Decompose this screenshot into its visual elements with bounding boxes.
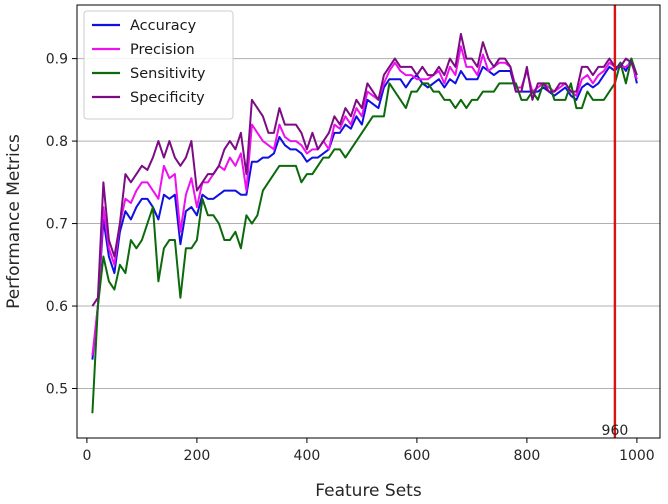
x-tick-label: 600 [404, 448, 431, 464]
legend: Accuracy Precision Sensitivity Specificity [83, 10, 234, 120]
y-tick-label: 0.9 [46, 52, 68, 68]
y-axis-ticks: 0.5 0.6 0.7 0.8 0.9 [46, 52, 77, 398]
legend-label: Sensitivity [130, 66, 206, 82]
series-lines [91, 32, 638, 414]
y-tick-label: 0.8 [46, 134, 68, 150]
legend-label: Accuracy [130, 18, 197, 34]
x-axis-ticks: 0 200 400 600 800 1000 [82, 438, 655, 464]
legend-label: Specificity [130, 90, 205, 106]
y-tick-label: 0.6 [46, 299, 68, 315]
legend-label: Precision [130, 42, 195, 58]
y-tick-label: 0.7 [46, 217, 68, 233]
plot-frame [76, 4, 661, 439]
x-tick-label: 800 [514, 448, 541, 464]
legend-item: Accuracy [92, 18, 197, 34]
x-tick-label: 0 [82, 448, 91, 464]
series-line-accuracy [91, 57, 638, 360]
legend-item: Precision [92, 42, 195, 58]
x-tick-label: 400 [294, 448, 321, 464]
series-line-specificity [91, 32, 638, 307]
legend-item: Sensitivity [92, 66, 206, 82]
x-axis-label: Feature Sets [315, 481, 422, 501]
series-line-sensitivity [91, 57, 638, 414]
highlight-line-label: 960 [602, 423, 629, 439]
series-line-precision [91, 45, 638, 356]
y-tick-label: 0.5 [46, 382, 68, 398]
x-tick-label: 1000 [619, 448, 655, 464]
y-axis-label: Performance Metrics [4, 134, 24, 309]
legend-item: Specificity [92, 90, 205, 106]
highlight-line-group: 960 [602, 5, 629, 439]
x-tick-label: 200 [184, 448, 211, 464]
legend-box [83, 10, 234, 120]
